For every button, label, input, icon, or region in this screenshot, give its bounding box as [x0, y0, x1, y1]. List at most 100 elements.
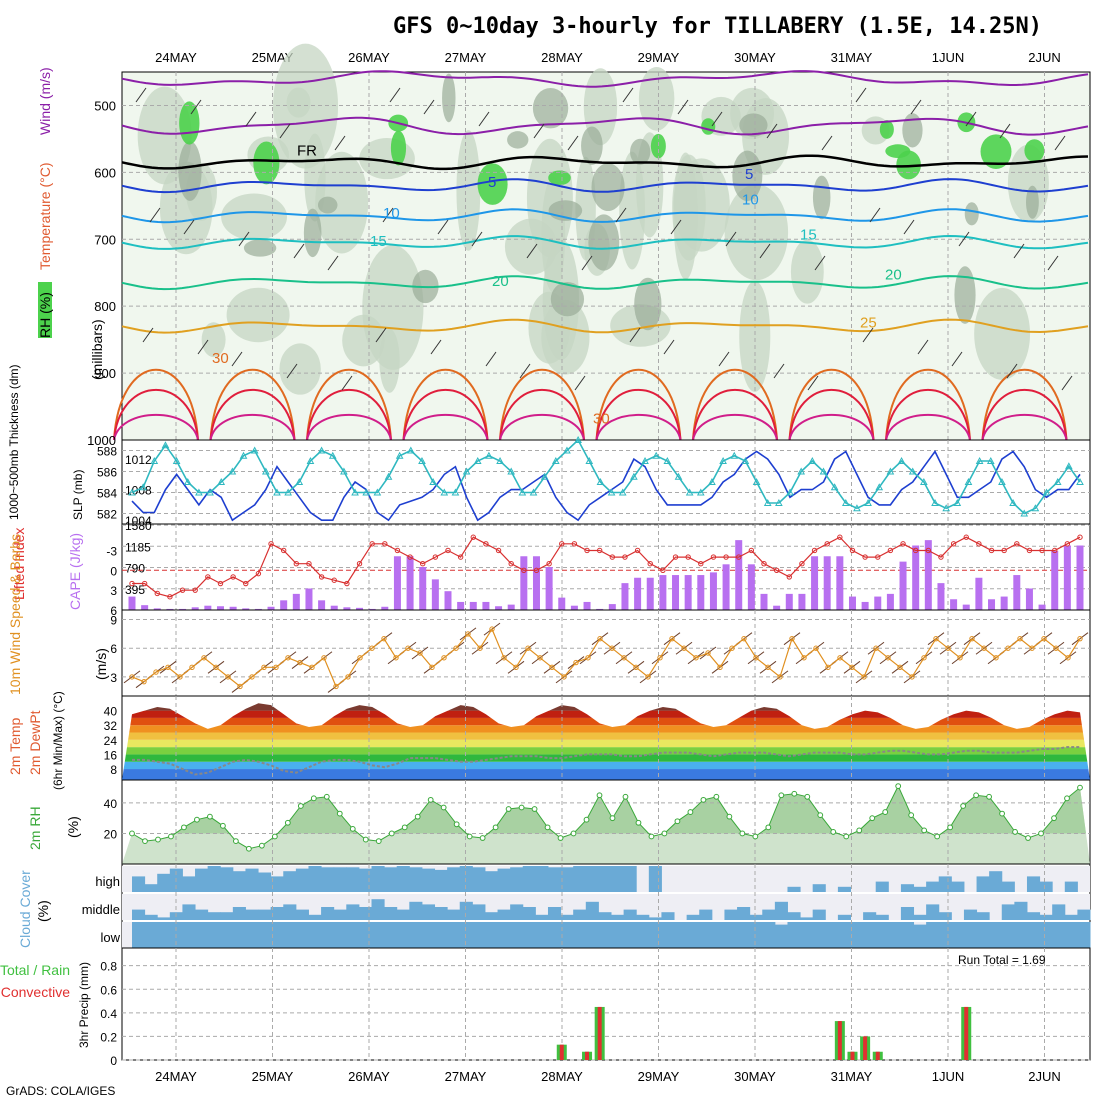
rh2m-point — [1025, 835, 1031, 841]
rh-shade-dark — [550, 281, 585, 317]
wind-point — [549, 664, 555, 671]
thickness-point — [250, 446, 259, 454]
wind-point — [609, 645, 615, 651]
thickness-point — [920, 477, 928, 485]
temp-tick: 32 — [104, 719, 118, 733]
wind-point — [381, 635, 387, 642]
cloud-bar-low — [384, 922, 398, 948]
cloud-bar-middle — [774, 901, 788, 920]
cape-tick: 1580 — [125, 519, 152, 533]
thickness-point — [752, 477, 761, 485]
wind-barb — [773, 363, 785, 379]
rh2m-point — [1038, 830, 1044, 837]
thickness-point — [451, 488, 460, 496]
rh2m-label: 2m RH — [27, 806, 43, 850]
wind-barb — [526, 243, 538, 259]
temp-tick: 16 — [104, 748, 118, 762]
wind-barb — [718, 351, 730, 367]
wind-barb — [958, 231, 970, 247]
cape-bar — [520, 556, 528, 610]
cape-bar — [1063, 545, 1071, 610]
cloud-bar-high — [396, 866, 410, 892]
rh-legend-swatch — [38, 282, 52, 338]
li-point — [811, 547, 818, 554]
wind-point — [465, 631, 471, 637]
surface-isotherm — [306, 368, 392, 441]
date-tick-top: 30MAY — [734, 50, 776, 65]
surface-isotherm — [595, 368, 682, 441]
wind-point — [453, 645, 459, 651]
wind-legend-label: Wind (m/s) — [37, 67, 53, 135]
cape-bar — [330, 605, 338, 610]
cloud-bar-middle — [157, 917, 171, 920]
wind-point — [513, 664, 519, 671]
cloud-bar-low — [132, 922, 146, 948]
wind-point — [993, 655, 999, 661]
wind-point — [237, 683, 243, 690]
date-tick-top: 24MAY — [155, 50, 197, 65]
thickness-line — [131, 438, 1081, 515]
li-point — [394, 547, 401, 554]
thickness-point — [195, 488, 203, 496]
rh-shade — [304, 133, 326, 222]
wind-barb — [1047, 255, 1059, 271]
cloud-bar-middle — [837, 914, 851, 920]
cloud-bar-high — [951, 881, 965, 892]
cape-bar — [811, 556, 819, 610]
wind-barb — [430, 339, 442, 355]
cloud-bar-low — [825, 922, 839, 948]
rh2m-point — [609, 815, 616, 822]
date-tick-top: 31MAY — [831, 50, 873, 65]
wind-barb — [1054, 135, 1066, 151]
cape-bar — [684, 575, 692, 610]
cloud-bar-middle — [396, 909, 410, 920]
isotherm-label-15: 15 — [370, 233, 387, 250]
wind-point — [129, 674, 135, 680]
cloud-bar-low — [321, 922, 335, 948]
thickness-point — [696, 488, 705, 496]
cape-bar — [659, 575, 667, 610]
li-tick: 3 — [110, 584, 117, 598]
wind-barb — [862, 327, 874, 343]
rh2m-point — [882, 809, 889, 815]
wind-point — [429, 664, 435, 671]
cloud-bar-low — [648, 922, 662, 948]
cape-bar — [1051, 550, 1059, 610]
li-point — [773, 567, 780, 574]
rh2m-point — [129, 830, 135, 837]
cape-bar — [1038, 604, 1046, 610]
thickness-point — [786, 488, 794, 496]
panel-wind10m: 369 10m Wind Speed & Barbs (m/s) — [7, 534, 1091, 697]
wind-point — [921, 655, 927, 661]
temp-label: 2m Temp — [7, 717, 23, 775]
wind-point — [297, 659, 303, 666]
cloud-bar-low — [674, 922, 688, 948]
rh-shade — [279, 343, 321, 395]
wind-barb — [711, 111, 723, 127]
cloud-bar-middle — [245, 909, 259, 920]
rh2m-point — [181, 824, 187, 831]
wind-point — [837, 655, 843, 661]
li-point — [470, 534, 476, 540]
thickness-tick: 586 — [97, 466, 117, 480]
wind-point — [321, 655, 327, 661]
wind-point — [369, 645, 375, 651]
date-tick-bottom: 30MAY — [734, 1069, 776, 1084]
cape-bar — [280, 600, 288, 610]
li-point — [407, 554, 413, 560]
cloud-bar-high — [346, 867, 360, 892]
rh2m-point — [336, 810, 343, 817]
cape-bar — [646, 577, 654, 610]
precip-frame — [121, 947, 1091, 1061]
cloud-bar-middle — [358, 907, 372, 920]
rh-shade-dark — [588, 214, 620, 271]
thickness-point — [540, 472, 549, 480]
cloud-bar-low — [1064, 922, 1078, 948]
rh2m-point — [168, 833, 174, 840]
thickness-point — [730, 451, 739, 459]
li-point — [609, 554, 616, 560]
precip-tick: 0.2 — [100, 1030, 117, 1044]
cloud-bar-middle — [1026, 912, 1041, 920]
cloud-bar-middle — [522, 907, 536, 920]
thickness-point — [462, 467, 471, 475]
